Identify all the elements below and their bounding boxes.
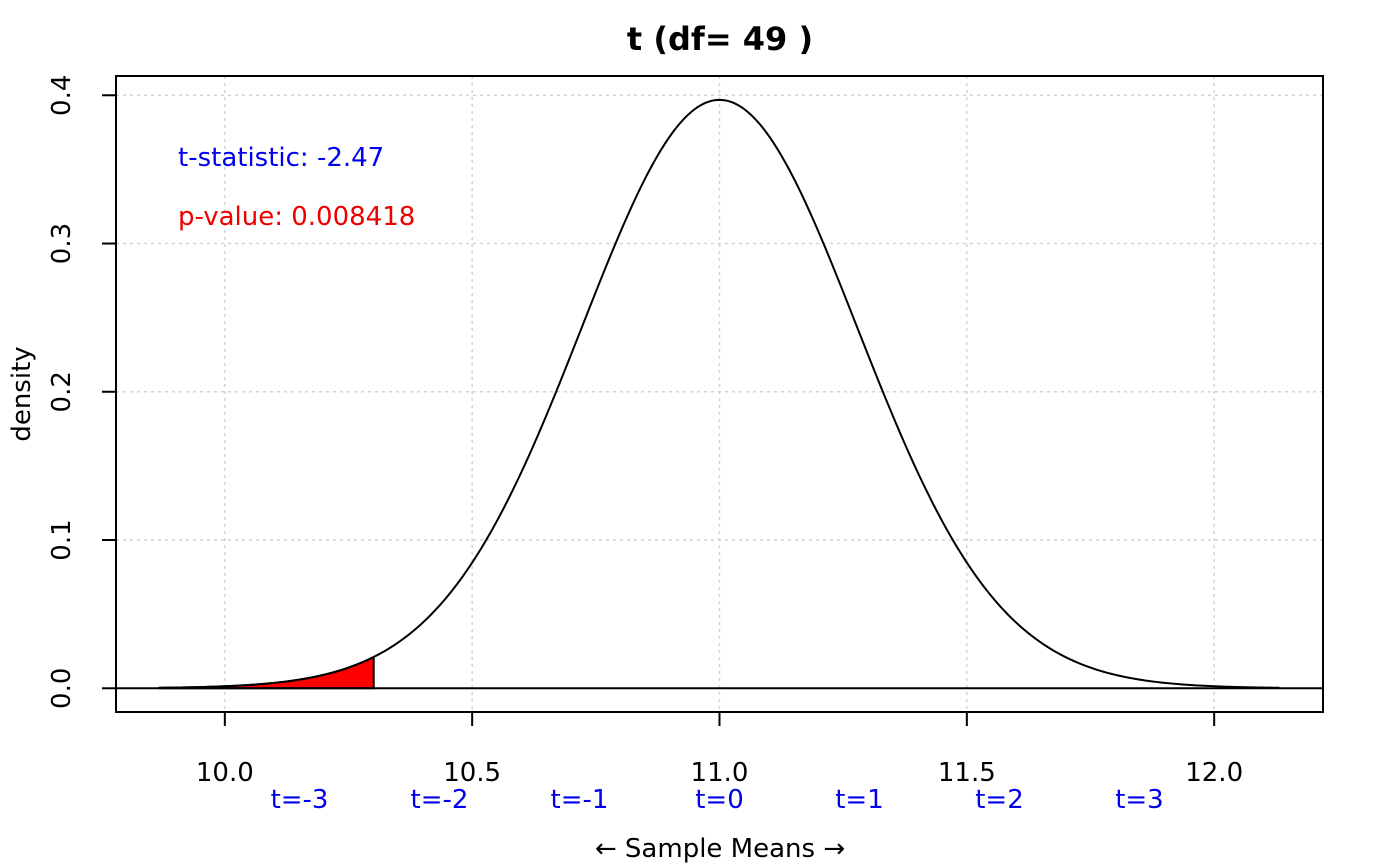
x-tick-label-2: 11.0	[691, 758, 749, 788]
t-label-2: t=-1	[551, 785, 609, 815]
axes: 10.0 10.5 11.0 11.5 12.0 0.0 0.1 0.2 0.3 0.4 t=-3 t…	[47, 75, 1324, 815]
y-tick-label-1: 0.1	[47, 519, 77, 560]
x-tick-label-4: 12.0	[1185, 758, 1243, 788]
x-axis-title: ← Sample Means →	[595, 834, 845, 864]
t-label-3: t=0	[695, 785, 744, 815]
t-label-5: t=2	[975, 785, 1024, 815]
p-value-annotation: p-value: 0.008418	[178, 202, 415, 232]
t-statistic-annotation: t-statistic: -2.47	[178, 143, 384, 173]
y-tick-label-3: 0.3	[47, 223, 77, 264]
t-label-0: t=-3	[271, 785, 329, 815]
t-label-1: t=-2	[411, 785, 469, 815]
x-tick-label-3: 11.5	[938, 758, 996, 788]
y-tick-label-4: 0.4	[47, 75, 77, 116]
chart-title: t (df= 49 )	[627, 20, 813, 58]
x-tick-label-1: 10.5	[443, 758, 501, 788]
density-curve	[159, 98, 1280, 689]
x-tick-label-0: 10.0	[196, 758, 254, 788]
y-tick-label-0: 0.0	[47, 668, 77, 709]
t-label-4: t=1	[835, 785, 884, 815]
t-label-6: t=3	[1115, 785, 1164, 815]
y-tick-label-2: 0.2	[47, 371, 77, 412]
y-axis-title: density	[7, 346, 37, 441]
curve-layer	[116, 98, 1323, 690]
